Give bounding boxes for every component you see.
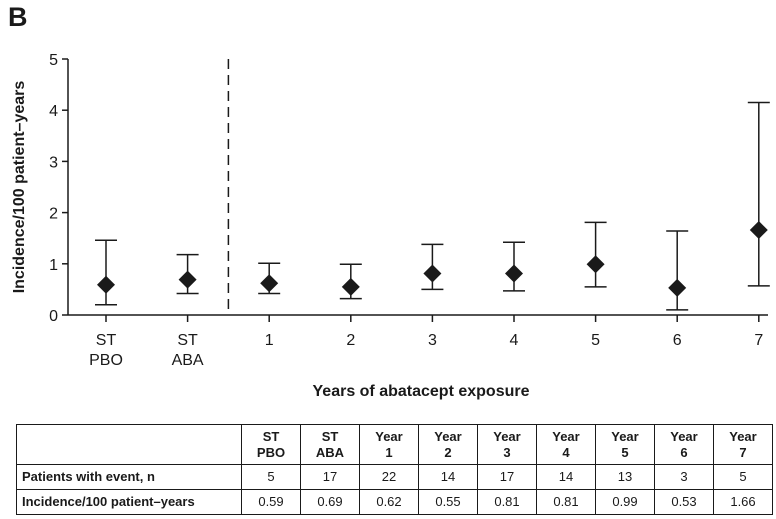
header-cell: Year 6	[654, 424, 714, 465]
x-tick-label-line2: ABA	[172, 352, 204, 369]
header-cell: Year 3	[477, 424, 537, 465]
y-tick-label: 3	[49, 154, 58, 171]
table-cell: 22	[359, 464, 419, 490]
table-cell: 0.99	[595, 489, 655, 515]
header-cell: ST PBO	[241, 424, 301, 465]
y-ticks: 0 1 2 3 4 5	[49, 52, 68, 325]
x-tick-label: ST	[177, 332, 198, 349]
table-cell: 1.66	[713, 489, 773, 515]
x-tick-label: 7	[754, 332, 763, 349]
x-tick-label: ST	[96, 332, 117, 349]
y-tick-label: 0	[49, 308, 58, 325]
table-cell: 0.53	[654, 489, 714, 515]
table-cell: 0.55	[418, 489, 478, 515]
data-point	[749, 221, 768, 240]
x-tick-label: 1	[265, 332, 274, 349]
x-tick-label: 3	[428, 332, 437, 349]
x-tick-label-line2: PBO	[89, 352, 123, 369]
header-cell: Year 2	[418, 424, 478, 465]
incidence-chart: 0 1 2 3 4 5 ST PBO ST ABA 1 2 3 4 5 6 7 Years of abatac…	[11, 52, 770, 400]
y-tick-label: 5	[49, 52, 58, 69]
panel-label: B	[8, 2, 28, 32]
table-cell: 0.62	[359, 489, 419, 515]
table-corner-cell	[16, 424, 242, 465]
data-point	[423, 264, 442, 283]
x-axis: ST PBO ST ABA 1 2 3 4 5 6 7	[68, 314, 768, 369]
table-cell: 14	[536, 464, 596, 490]
table-cell: 3	[654, 464, 714, 490]
y-axis-title: Incidence/100 patient–years	[11, 81, 28, 294]
x-ticks: ST PBO ST ABA 1 2 3 4 5 6 7	[89, 315, 763, 369]
data-table: ST PBO ST ABA Year 1 Year 2 Year 3 Year 4 Year…	[16, 424, 773, 515]
header-cell: Year 1	[359, 424, 419, 465]
data-point	[260, 274, 279, 293]
table-cell: 0.81	[477, 489, 537, 515]
table-cell: 5	[241, 464, 301, 490]
table-cell: 0.69	[300, 489, 360, 515]
x-axis-title: Years of abatacept exposure	[313, 383, 530, 400]
table-cell: 0.81	[536, 489, 596, 515]
data-point	[341, 277, 360, 296]
data-point	[668, 278, 687, 297]
table-row: Patients with event, n 5 17 22 14 17 14 …	[16, 464, 773, 490]
table-cell: 13	[595, 464, 655, 490]
y-tick-label: 1	[49, 257, 58, 274]
table-cell: 17	[300, 464, 360, 490]
x-tick-label: 6	[673, 332, 682, 349]
data-marks	[95, 101, 770, 311]
table-header-row: ST PBO ST ABA Year 1 Year 2 Year 3 Year 4 Year…	[16, 424, 773, 465]
x-tick-label: 5	[591, 332, 600, 349]
x-tick-label: 2	[346, 332, 355, 349]
data-point	[97, 275, 115, 294]
table-row: Incidence/100 patient–years 0.59 0.69 0.…	[16, 489, 773, 515]
y-axis: 0 1 2 3 4 5	[49, 52, 69, 325]
header-cell: ST ABA	[300, 424, 360, 465]
header-cell: Year 5	[595, 424, 655, 465]
y-tick-label: 2	[49, 206, 58, 223]
header-cell: Year 4	[536, 424, 596, 465]
x-tick-label: 4	[510, 332, 519, 349]
data-point	[505, 264, 523, 283]
table-cell: 0.59	[241, 489, 301, 515]
row-label: Incidence/100 patient–years	[16, 489, 242, 515]
table-cell: 5	[713, 464, 773, 490]
row-label: Patients with event, n	[16, 464, 242, 490]
table-cell: 17	[477, 464, 537, 490]
table-cell: 14	[418, 464, 478, 490]
data-point	[178, 270, 197, 289]
header-cell: Year 7	[713, 424, 773, 465]
y-tick-label: 4	[49, 103, 58, 120]
data-point	[586, 255, 605, 274]
